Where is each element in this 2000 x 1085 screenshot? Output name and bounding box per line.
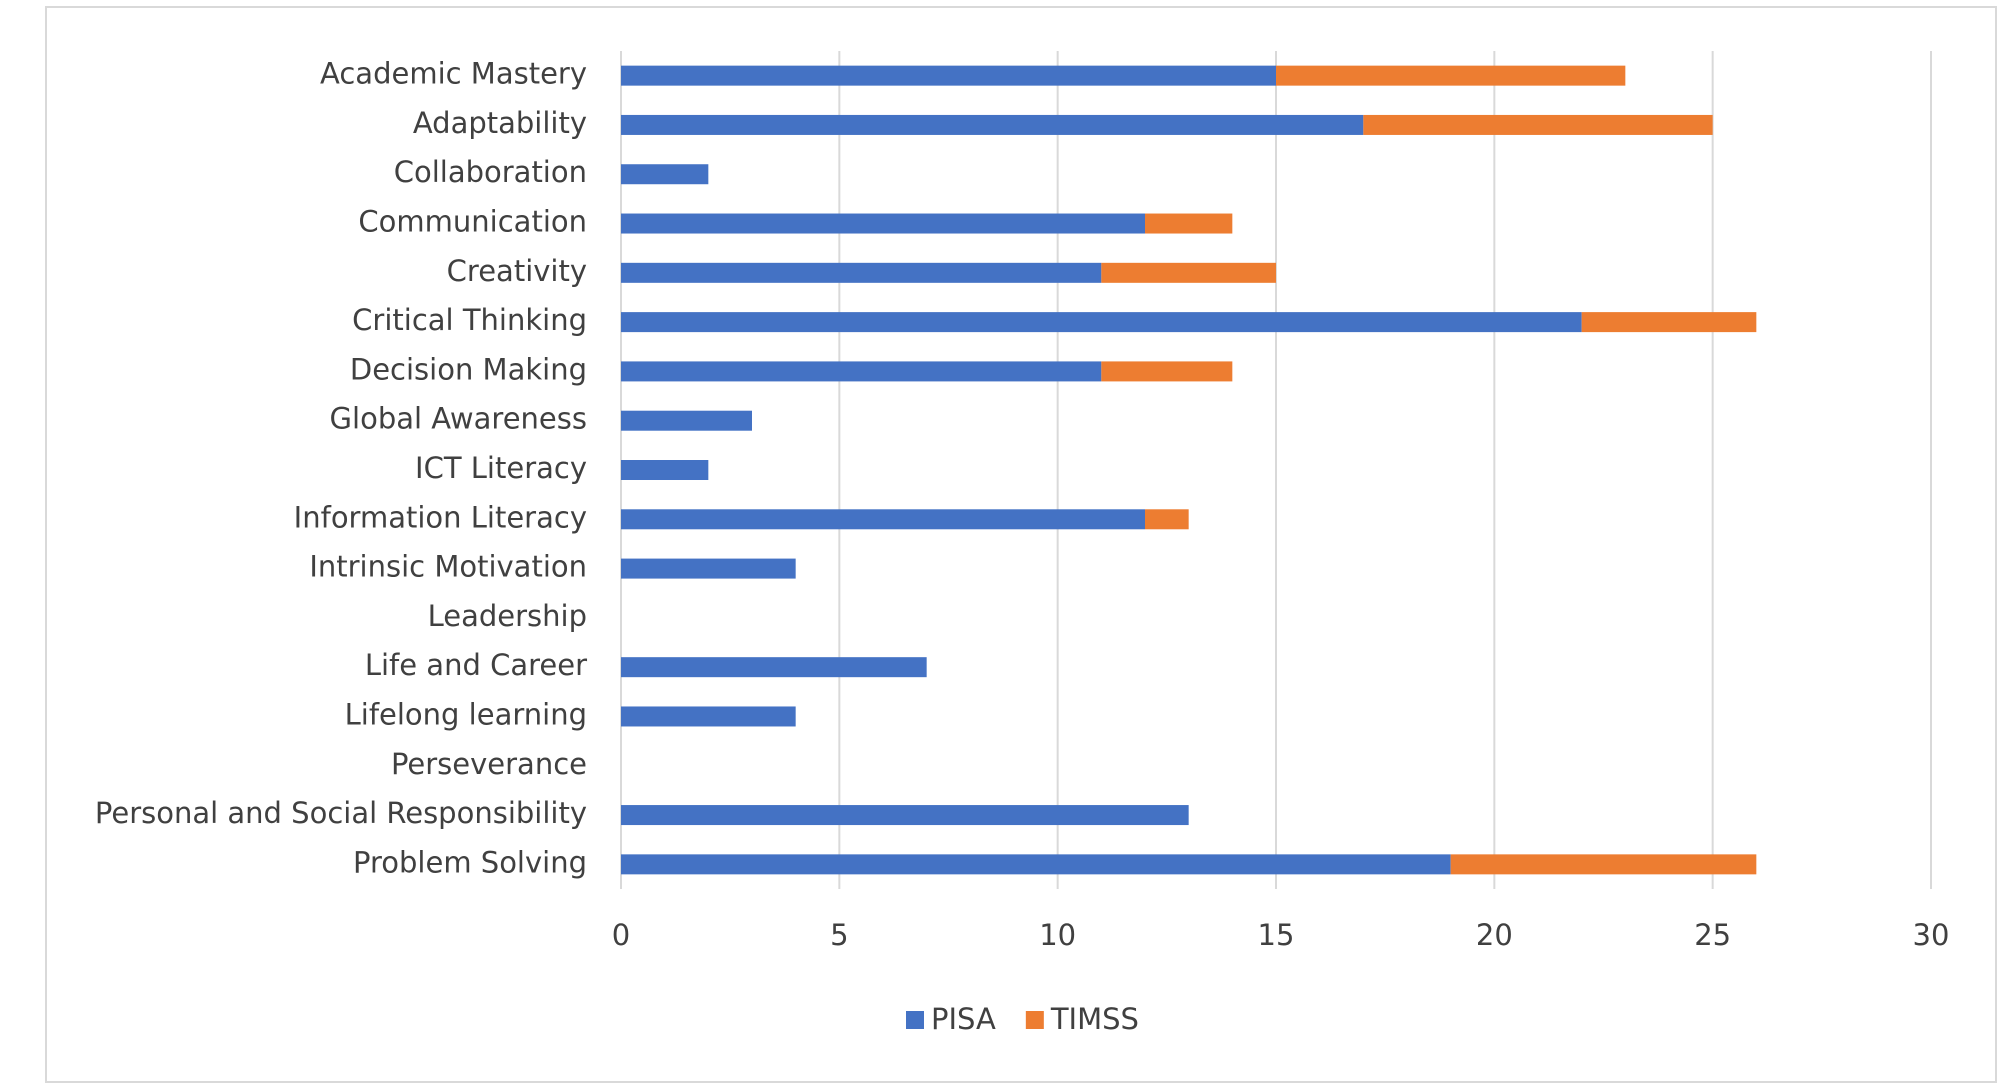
bar-segment bbox=[621, 114, 1364, 135]
y-tick-label: Critical Thinking bbox=[352, 303, 587, 337]
bar-segment bbox=[621, 164, 709, 185]
y-tick-label: Problem Solving bbox=[353, 845, 587, 879]
bar-segment bbox=[621, 558, 796, 579]
x-tick-label: 25 bbox=[1694, 918, 1731, 952]
y-tick-label: Lifelong learning bbox=[345, 697, 587, 731]
y-tick-label: ICT Literacy bbox=[415, 451, 587, 485]
bar-segment bbox=[1101, 262, 1276, 283]
y-tick-label: Personal and Social Responsibility bbox=[95, 796, 587, 830]
bar-segment bbox=[1145, 509, 1189, 530]
bar-segment bbox=[621, 460, 709, 480]
bar-segment bbox=[621, 262, 1102, 283]
bar-segment bbox=[621, 312, 1582, 333]
y-tick-label: Adaptability bbox=[413, 106, 587, 140]
y-tick-label: Global Awareness bbox=[330, 402, 587, 436]
legend-label: TIMSS bbox=[1050, 1002, 1139, 1036]
bar-segment bbox=[621, 361, 1102, 382]
x-tick-label: 10 bbox=[1039, 918, 1076, 952]
bar-segment bbox=[1101, 361, 1233, 382]
y-tick-label: Intrinsic Motivation bbox=[309, 550, 587, 584]
legend-swatch bbox=[1025, 1011, 1044, 1029]
bar-segment bbox=[1145, 213, 1233, 234]
bar-segment bbox=[1276, 65, 1626, 86]
y-tick-label: Information Literacy bbox=[294, 500, 587, 534]
y-tick-label: Leadership bbox=[428, 599, 587, 633]
y-tick-label: Life and Career bbox=[365, 648, 587, 682]
x-tick-label: 15 bbox=[1258, 918, 1295, 952]
bar-segment bbox=[621, 509, 1145, 530]
y-tick-label: Creativity bbox=[447, 254, 587, 288]
bar-segment bbox=[621, 706, 796, 727]
y-tick-label: Collaboration bbox=[394, 155, 587, 189]
bar-segment bbox=[621, 213, 1145, 234]
bar-segment bbox=[621, 805, 1189, 826]
bar-segment bbox=[1363, 114, 1713, 135]
bar-segment bbox=[621, 657, 927, 678]
x-tick-label: 0 bbox=[612, 918, 630, 952]
bar-segment bbox=[1450, 854, 1757, 875]
legend-label: PISA bbox=[931, 1002, 996, 1036]
y-tick-label: Academic Mastery bbox=[320, 57, 587, 91]
bar-segment bbox=[621, 854, 1451, 875]
bar-segment bbox=[621, 65, 1276, 86]
y-tick-label: Decision Making bbox=[350, 352, 587, 386]
chart-frame bbox=[45, 6, 1997, 1083]
legend-swatch bbox=[906, 1011, 924, 1029]
bar-segment bbox=[1581, 312, 1757, 333]
x-tick-label: 30 bbox=[1913, 918, 1950, 952]
y-tick-label: Communication bbox=[358, 205, 587, 239]
bar-segment bbox=[621, 410, 752, 431]
x-tick-label: 5 bbox=[830, 918, 848, 952]
x-tick-label: 20 bbox=[1476, 918, 1513, 952]
y-tick-label: Perseverance bbox=[391, 747, 587, 781]
